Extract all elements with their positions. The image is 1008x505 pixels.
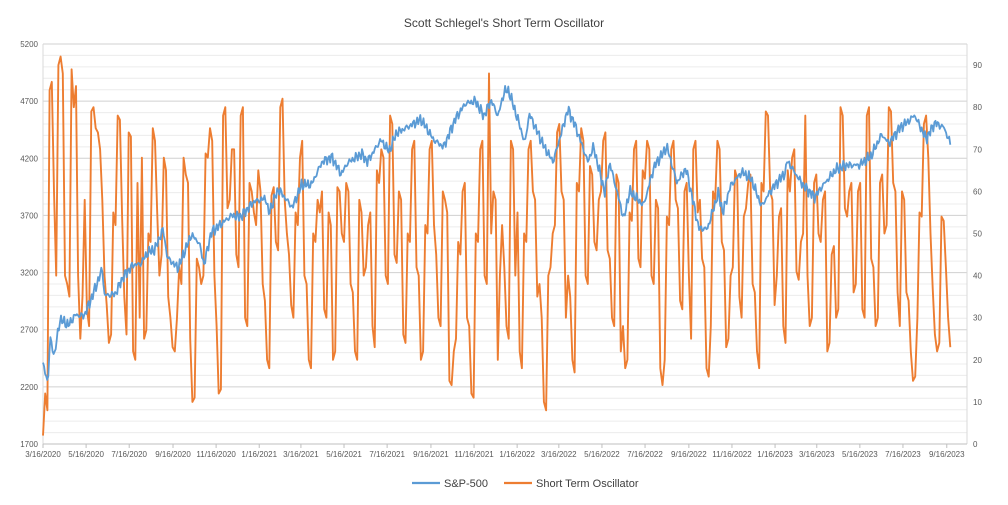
right-axis-tick-label: 70 — [973, 145, 982, 154]
right-y-axis: 0 10 20 30 40 50 60 70 80 90 — [973, 61, 982, 449]
x-axis-tick-label: 3/16/2020 — [25, 450, 61, 459]
right-axis-tick-label: 60 — [973, 187, 982, 196]
x-axis-tick-label: 3/16/2022 — [541, 450, 577, 459]
series-lines — [42, 55, 952, 436]
x-axis-tick-label: 3/16/2021 — [283, 450, 319, 459]
legend: S&P-500 Short Term Oscillator — [412, 478, 639, 490]
x-axis-tick-label: 3/16/2023 — [799, 450, 835, 459]
x-axis-tick-label: 7/16/2021 — [369, 450, 405, 459]
x-axis-tick-label: 5/16/2021 — [326, 450, 362, 459]
right-axis-tick-label: 50 — [973, 229, 982, 238]
x-axis-tick-label: 5/16/2020 — [68, 450, 104, 459]
x-axis-tick-label: 9/16/2020 — [155, 450, 191, 459]
x-axis-tick-label: 7/16/2022 — [627, 450, 663, 459]
x-axis-tick-label: 9/16/2021 — [413, 450, 449, 459]
left-axis-tick-label: 2200 — [20, 383, 38, 392]
left-axis-tick-label: 5200 — [20, 40, 38, 49]
x-axis-tick-label: 9/16/2022 — [671, 450, 707, 459]
right-axis-tick-label: 30 — [973, 314, 982, 323]
x-axis-tick-label: 5/16/2022 — [584, 450, 620, 459]
left-axis-tick-label: 2700 — [20, 326, 38, 335]
x-axis-tick-label: 11/16/2020 — [196, 450, 236, 459]
legend-label-sp500: S&P-500 — [444, 478, 488, 490]
x-axis-tick-label: 1/16/2023 — [757, 450, 793, 459]
x-axis-tick-label: 1/16/2021 — [241, 450, 277, 459]
left-axis-tick-label: 3200 — [20, 269, 38, 278]
right-axis-tick-label: 90 — [973, 61, 982, 70]
right-axis-tick-label: 10 — [973, 398, 982, 407]
x-axis-tick-label: 5/16/2023 — [842, 450, 878, 459]
left-axis-tick-label: 3700 — [20, 211, 38, 220]
x-axis-tick-label: 7/16/2023 — [885, 450, 921, 459]
left-axis-tick-label: 1700 — [20, 440, 38, 449]
left-axis-tick-label: 4700 — [20, 97, 38, 106]
right-axis-tick-label: 0 — [973, 440, 978, 449]
x-axis-tick-label: 9/16/2023 — [929, 450, 965, 459]
x-axis-tick-label: 7/16/2020 — [111, 450, 147, 459]
left-axis-tick-label: 4200 — [20, 154, 38, 163]
right-axis-tick-label: 40 — [973, 272, 982, 281]
x-axis: 3/16/2020 5/16/2020 7/16/2020 9/16/2020 11/1… — [25, 444, 965, 459]
left-y-axis: 1700 2200 2700 3200 3700 4200 4700 5200 — [20, 40, 38, 449]
x-axis-tick-label: 1/16/2022 — [499, 450, 535, 459]
x-axis-tick-label: 11/16/2022 — [712, 450, 752, 459]
x-axis-tick-label: 11/16/2021 — [454, 450, 494, 459]
legend-label-oscillator: Short Term Oscillator — [536, 478, 639, 490]
right-axis-tick-label: 80 — [973, 103, 982, 112]
chart-title: Scott Schlegel's Short Term Oscillator — [404, 16, 604, 30]
series-line-sp500 — [42, 85, 952, 381]
right-axis-tick-label: 20 — [973, 356, 982, 365]
series-line-short-term-oscillator — [42, 55, 952, 436]
